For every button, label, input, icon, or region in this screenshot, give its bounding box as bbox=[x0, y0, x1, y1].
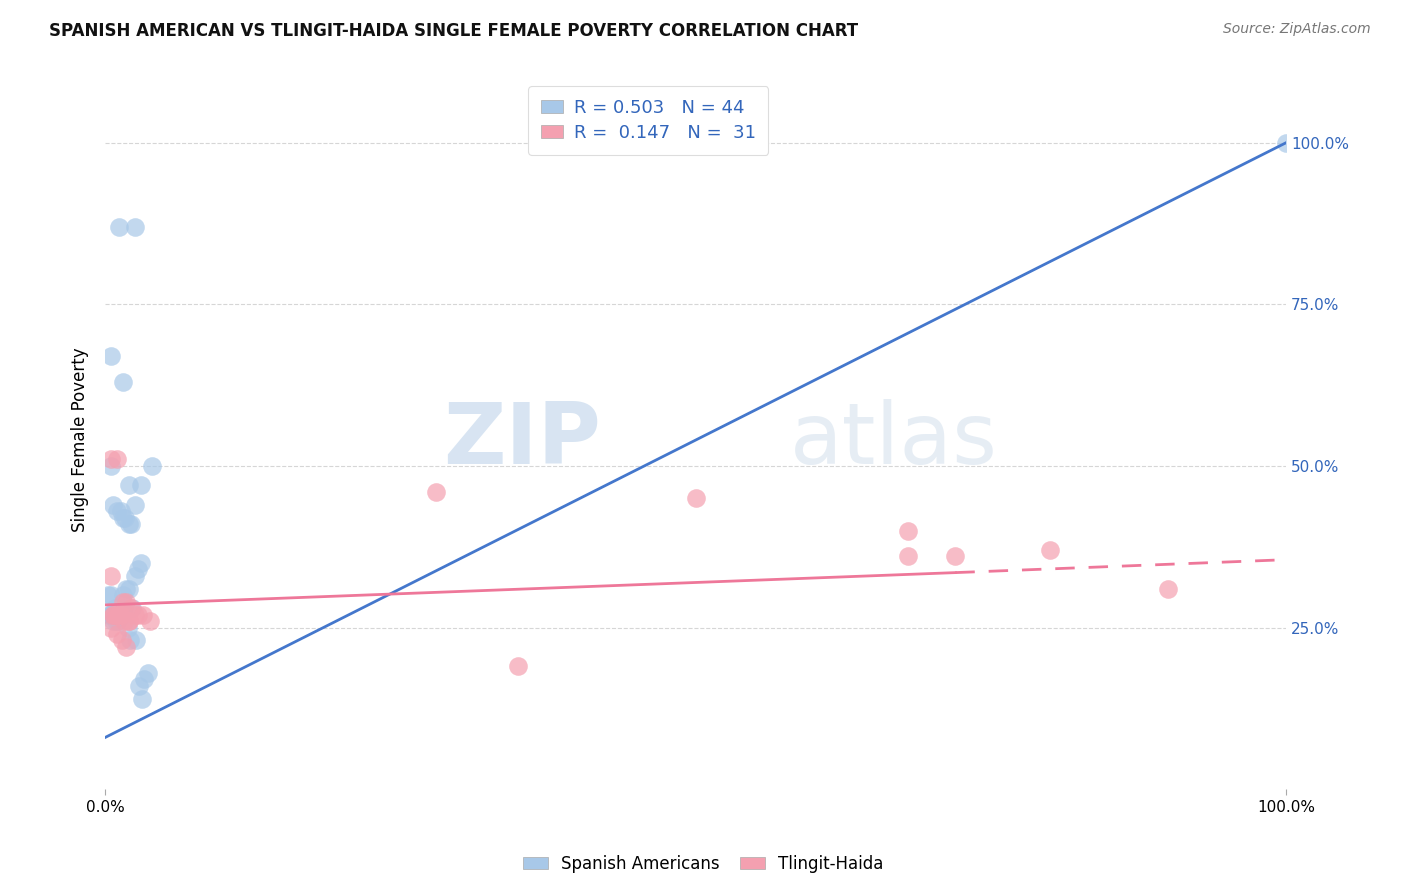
Point bbox=[105, 504, 128, 518]
Point bbox=[118, 633, 141, 648]
Point bbox=[115, 595, 138, 609]
Point bbox=[118, 478, 141, 492]
Point bbox=[104, 607, 127, 622]
Text: ZIP: ZIP bbox=[443, 399, 602, 482]
Point bbox=[111, 510, 134, 524]
Legend: Spanish Americans, Tlingit-Haida: Spanish Americans, Tlingit-Haida bbox=[516, 848, 890, 880]
Point bbox=[127, 562, 149, 576]
Point bbox=[124, 219, 146, 234]
Point bbox=[118, 582, 141, 596]
Point bbox=[897, 524, 920, 538]
Point bbox=[127, 607, 149, 622]
Point bbox=[115, 582, 138, 596]
Point bbox=[121, 601, 143, 615]
Point bbox=[112, 614, 135, 628]
Point bbox=[115, 640, 138, 654]
Point bbox=[118, 517, 141, 532]
Point bbox=[104, 601, 127, 615]
Point bbox=[120, 601, 142, 615]
Point bbox=[124, 569, 146, 583]
Point bbox=[124, 498, 146, 512]
Point bbox=[108, 607, 131, 622]
Point bbox=[118, 614, 141, 628]
Point bbox=[111, 595, 134, 609]
Point bbox=[111, 588, 134, 602]
Point bbox=[685, 491, 707, 506]
Point bbox=[97, 607, 120, 622]
Point bbox=[897, 549, 920, 564]
Point bbox=[943, 549, 966, 564]
Point bbox=[104, 614, 127, 628]
Point bbox=[100, 349, 122, 363]
Point bbox=[108, 219, 131, 234]
Point bbox=[425, 484, 447, 499]
Point bbox=[103, 614, 125, 628]
Point bbox=[139, 614, 162, 628]
Point bbox=[108, 607, 131, 622]
Point bbox=[110, 504, 132, 518]
Point bbox=[129, 556, 152, 570]
Point bbox=[141, 458, 163, 473]
Point bbox=[136, 665, 159, 680]
Point bbox=[105, 607, 128, 622]
Point bbox=[111, 375, 134, 389]
Point bbox=[508, 659, 530, 673]
Point bbox=[1039, 543, 1062, 558]
Point bbox=[129, 478, 152, 492]
Text: atlas: atlas bbox=[790, 399, 998, 482]
Point bbox=[100, 569, 122, 583]
Point bbox=[125, 633, 148, 648]
Point bbox=[134, 673, 156, 687]
Point bbox=[107, 607, 129, 622]
Point bbox=[117, 621, 139, 635]
Point bbox=[111, 633, 134, 648]
Text: SPANISH AMERICAN VS TLINGIT-HAIDA SINGLE FEMALE POVERTY CORRELATION CHART: SPANISH AMERICAN VS TLINGIT-HAIDA SINGLE… bbox=[49, 22, 858, 40]
Point bbox=[100, 588, 122, 602]
Point bbox=[101, 607, 124, 622]
Text: Source: ZipAtlas.com: Source: ZipAtlas.com bbox=[1223, 22, 1371, 37]
Point bbox=[112, 601, 135, 615]
Point bbox=[103, 607, 125, 622]
Point bbox=[103, 607, 125, 622]
Point bbox=[105, 452, 128, 467]
Point bbox=[1275, 136, 1298, 150]
Point bbox=[97, 588, 120, 602]
Y-axis label: Single Female Poverty: Single Female Poverty bbox=[72, 348, 89, 533]
Point bbox=[120, 517, 142, 532]
Point bbox=[103, 498, 125, 512]
Point bbox=[1157, 582, 1180, 596]
Point bbox=[131, 691, 153, 706]
Point bbox=[100, 452, 122, 467]
Point bbox=[105, 627, 128, 641]
Point bbox=[110, 607, 132, 622]
Point bbox=[114, 510, 136, 524]
Point bbox=[132, 607, 155, 622]
Legend: R = 0.503   N = 44, R =  0.147   N =  31: R = 0.503 N = 44, R = 0.147 N = 31 bbox=[529, 87, 768, 154]
Point bbox=[128, 679, 150, 693]
Point bbox=[107, 614, 129, 628]
Point bbox=[124, 607, 146, 622]
Point bbox=[100, 458, 122, 473]
Point bbox=[111, 607, 134, 622]
Point bbox=[118, 614, 141, 628]
Point bbox=[98, 607, 121, 622]
Point bbox=[100, 621, 122, 635]
